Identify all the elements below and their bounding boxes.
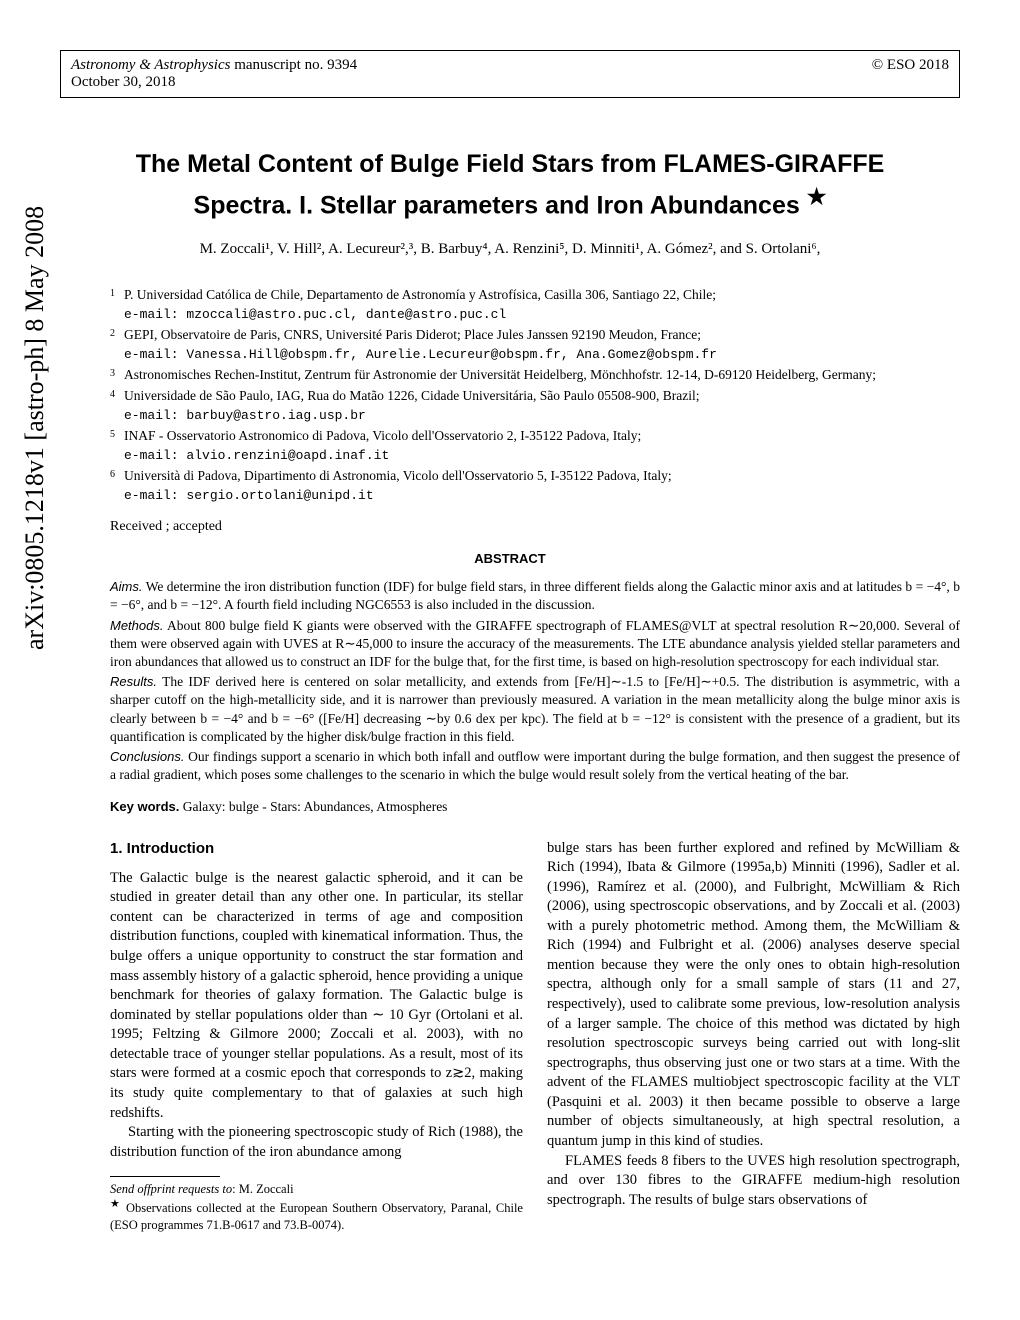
journal-name: Astronomy & Astrophysics	[71, 57, 230, 73]
intro-paragraph-2: Starting with the pioneering spectroscop…	[110, 1123, 523, 1162]
manuscript-number: manuscript no. 9394	[230, 57, 357, 73]
body-columns: 1. Introduction The Galactic bulge is th…	[110, 839, 960, 1234]
conclusions-label: Conclusions.	[110, 749, 184, 764]
affiliation-3: 3 Astronomisches Rechen-Institut, Zentru…	[110, 366, 960, 385]
right-column: bulge stars has been further explored an…	[547, 839, 960, 1234]
received-accepted: Received ; accepted	[110, 519, 960, 535]
intro-paragraph-1: The Galactic bulge is the nearest galact…	[110, 869, 523, 1123]
right-paragraph-2: FLAMES feeds 8 fibers to the UVES high r…	[547, 1152, 960, 1211]
manuscript-header: Astronomy & Astrophysics manuscript no. …	[60, 50, 960, 98]
footnote-observations: ★ Observations collected at the European…	[110, 1197, 523, 1233]
aims-text: We determine the iron distribution funct…	[110, 579, 960, 612]
authors-list: M. Zoccali¹, V. Hill², A. Lecureur²,³, B…	[60, 241, 960, 258]
header-date: October 30, 2018	[71, 74, 176, 90]
keywords-text: Galaxy: bulge - Stars: Abundances, Atmos…	[179, 799, 447, 814]
conclusions-text: Our findings support a scenario in which…	[110, 749, 960, 782]
keywords-label: Key words.	[110, 799, 179, 814]
footnote-rule	[110, 1176, 220, 1177]
arxiv-identifier: arXiv:0805.1218v1 [astro-ph] 8 May 2008	[20, 206, 50, 650]
footnote-offprint: Send offprint requests to: M. Zoccali	[110, 1181, 523, 1197]
copyright: © ESO 2018	[872, 57, 949, 91]
methods-text: About 800 bulge field K giants were obse…	[110, 618, 960, 669]
title-footnote-star: ★	[807, 184, 827, 209]
affiliation-1: 1 P. Universidad Católica de Chile, Depa…	[110, 286, 960, 324]
affiliation-6: 6 Università di Padova, Dipartimento di …	[110, 467, 960, 505]
left-column: 1. Introduction The Galactic bulge is th…	[110, 839, 523, 1234]
keywords: Key words. Galaxy: bulge - Stars: Abunda…	[110, 799, 960, 815]
affiliations: 1 P. Universidad Católica de Chile, Depa…	[110, 286, 960, 505]
section-1-heading: 1. Introduction	[110, 839, 523, 859]
abstract-heading: ABSTRACT	[60, 551, 960, 566]
paper-title: The Metal Content of Bulge Field Stars f…	[80, 148, 940, 223]
results-text: The IDF derived here is centered on sola…	[110, 674, 960, 744]
affiliation-5: 5 INAF - Osservatorio Astronomico di Pad…	[110, 427, 960, 465]
right-paragraph-1: bulge stars has been further explored an…	[547, 839, 960, 1152]
results-label: Results.	[110, 674, 157, 689]
affiliation-4: 4 Universidade de São Paulo, IAG, Rua do…	[110, 387, 960, 425]
abstract-body: Aims. We determine the iron distribution…	[110, 578, 960, 784]
methods-label: Methods.	[110, 618, 163, 633]
affiliation-2: 2 GEPI, Observatoire de Paris, CNRS, Uni…	[110, 326, 960, 364]
aims-label: Aims.	[110, 579, 143, 594]
